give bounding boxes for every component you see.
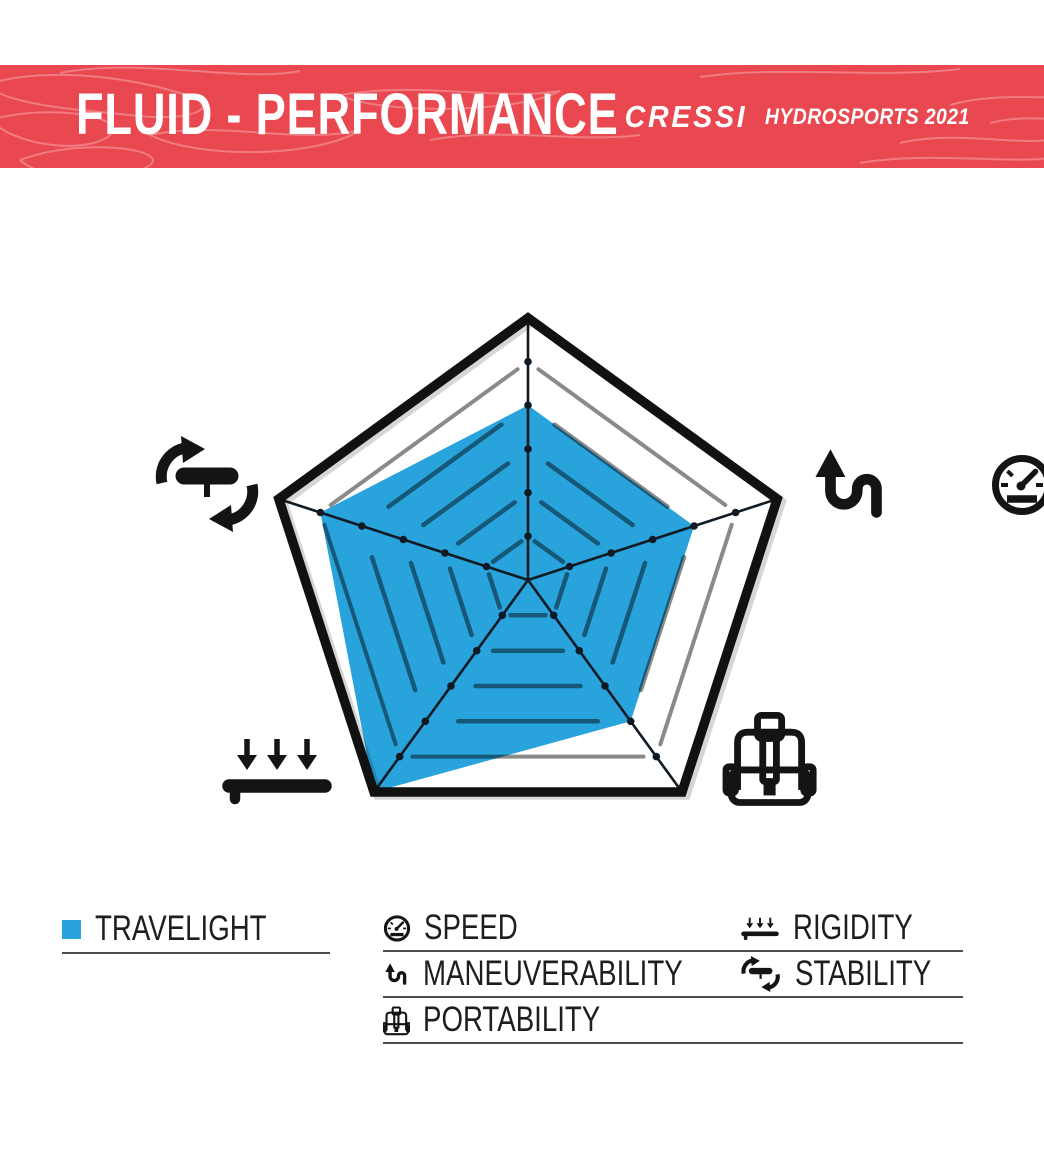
series-swatch	[62, 919, 81, 939]
series-label: TRAVELIGHT	[95, 909, 267, 948]
brand-lockup: CRESSI HYDROSPORTS 2021	[614, 99, 998, 135]
legend-series-travelight: TRAVELIGHT	[62, 906, 330, 954]
legend-item-maneuverability: MANEUVERABILITY	[383, 954, 740, 994]
radar-outer-pentagon	[273, 312, 783, 797]
legend-item-rigidity: RIGIDITY	[740, 908, 963, 948]
legend-label: PORTABILITY	[423, 1000, 601, 1039]
legend-label: RIGIDITY	[793, 908, 913, 947]
stability-icon	[740, 956, 782, 992]
legend-row: PORTABILITY	[383, 998, 963, 1044]
radar-series-polygon	[320, 405, 695, 792]
speedometer-icon	[383, 915, 411, 942]
legend-item-speed: SPEED	[383, 908, 740, 948]
speedometer-icon	[996, 459, 1044, 512]
page-title: FLUID - PERFORMANCE	[76, 81, 619, 147]
rigidity-icon	[740, 916, 780, 940]
legend-label: STABILITY	[795, 954, 932, 993]
cressi-logo: CRESSI	[624, 98, 748, 134]
legend-item-portability: PORTABILITY	[383, 1000, 740, 1040]
legend-row: MANEUVERABILITY STABILITY	[383, 952, 963, 998]
axis-legend: SPEED RIGIDITY MANEUVERABILITY STABILITY…	[383, 906, 963, 1044]
banner-wave-pattern	[0, 66, 1044, 168]
hydrosports-label: HYDROSPORTS 2021	[765, 103, 971, 129]
legend-label: SPEED	[424, 908, 518, 947]
portability-icon	[383, 1005, 410, 1035]
legend-label: MANEUVERABILITY	[423, 954, 683, 993]
legend-row: SPEED RIGIDITY	[383, 906, 963, 952]
legend-item-stability: STABILITY	[740, 954, 967, 994]
radar-plot-area	[273, 312, 783, 797]
header-banner: FLUID - PERFORMANCE CRESSI HYDROSPORTS 2…	[0, 65, 1044, 168]
maneuverability-icon	[383, 961, 407, 985]
